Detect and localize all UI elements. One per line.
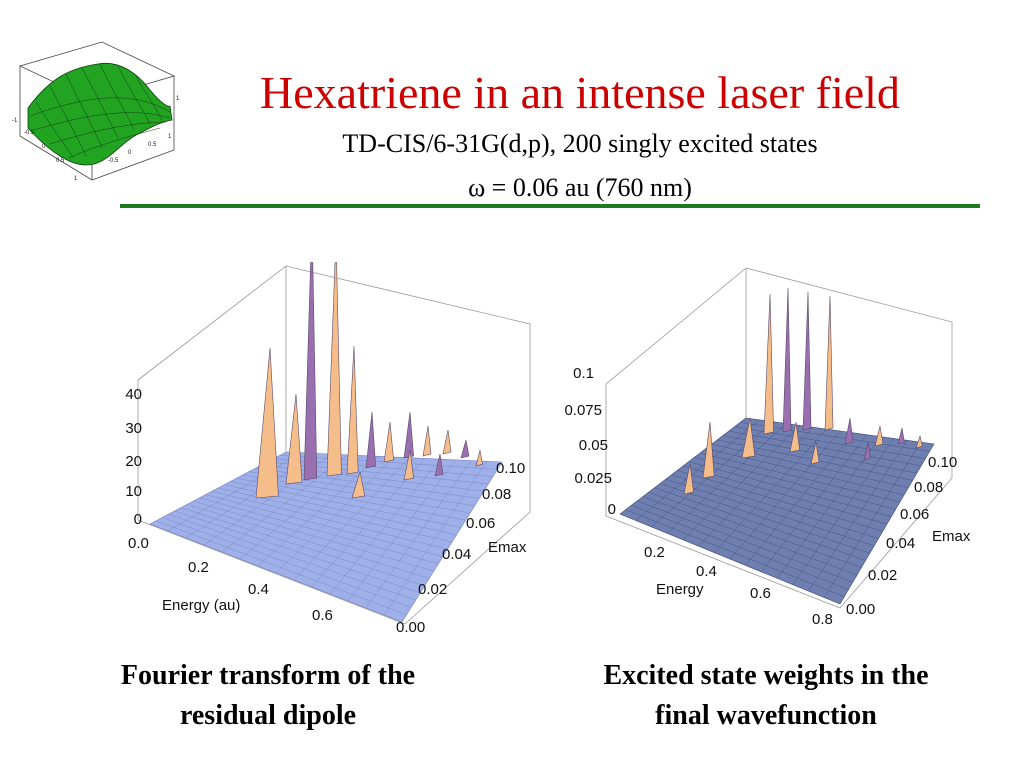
caption-line: Fourier transform of the [120, 660, 416, 691]
x-tick-label: 0.8 [812, 611, 833, 628]
excited-state-weights-surface-plot: 0.1 0.075 0.05 0.025 0 0.2 0.4 0.6 0.8 E… [564, 268, 971, 628]
surface-peak [789, 421, 800, 453]
y-tick-label: 0.00 [846, 601, 875, 618]
page-title: Hexatriene in an intense laser field [260, 67, 900, 118]
caption-line: Excited state weights in the [603, 660, 929, 691]
x-tick-label: 0.2 [188, 559, 209, 576]
plot-box [605, 268, 953, 609]
y-axis-label: Emax [932, 528, 971, 545]
surface-peak [810, 441, 820, 465]
surface-peak [475, 449, 483, 467]
surface-peak [782, 287, 792, 433]
logo-tick: 1 [74, 176, 78, 182]
x-tick-label: 0.6 [750, 585, 771, 602]
y-tick-label: 0.10 [496, 460, 525, 477]
surface-peak [434, 453, 444, 477]
z-tick-label: 0 [134, 511, 142, 528]
z-tick-label: 20 [125, 453, 142, 470]
surface-peak [683, 463, 694, 495]
surface-peak [346, 345, 359, 475]
logo-tick: -0.5 [24, 130, 35, 136]
surface-peak [915, 434, 923, 449]
surface-peak [403, 449, 414, 481]
y-tick-label: 0.04 [886, 535, 915, 552]
y-axis-label: Emax [488, 539, 527, 556]
logo-tick: 0 [128, 150, 132, 156]
x-tick-label: 0.2 [644, 544, 665, 561]
y-tick-label: 0.08 [482, 486, 511, 503]
plot-box [137, 265, 531, 625]
x-axis-label: Energy (au) [162, 597, 240, 614]
z-tick-label: 0.075 [564, 402, 602, 419]
title-divider [120, 204, 980, 208]
y-tick-label: 0.04 [442, 546, 471, 563]
surface-peak [285, 393, 303, 485]
y-tick-label: 0.06 [900, 506, 929, 523]
x-tick-label: 0.4 [696, 563, 717, 580]
surface-peak [403, 411, 414, 459]
y-tick-label: 0.00 [396, 619, 425, 636]
fourier-transform-surface-plot: 40 30 20 10 0 0.0 0.2 0.4 0.6 Energy (au… [125, 262, 531, 636]
y-tick-label: 0.08 [914, 479, 943, 496]
logo-tick: 0 [42, 144, 46, 150]
z-tick-label: 0.025 [574, 470, 612, 487]
logo-tick: 1 [176, 96, 180, 102]
page-subtitle-method: TD-CIS/6-31G(d,p), 200 singly excited st… [342, 129, 818, 158]
logo-tick: 0.5 [148, 142, 157, 148]
surface-peak [874, 425, 884, 447]
surface-peak [383, 421, 394, 463]
caption-fourier-transform: Fourier transform of the residual dipole [58, 656, 478, 736]
surface-peak [303, 262, 318, 481]
y-tick-label: 0.02 [418, 581, 447, 598]
surface-peak [702, 421, 715, 479]
surface-peak [802, 291, 812, 431]
z-tick-label: 0.05 [579, 437, 608, 454]
surface-peak [824, 295, 834, 431]
logo-tick: 1 [168, 134, 172, 140]
caption-excited-state-weights: Excited state weights in the final wavef… [556, 656, 976, 736]
caption-line: residual dipole [179, 700, 357, 731]
green-3d-surface-icon: -1 -0.5 0 0.5 1 1 0.5 0 -0.5 1 [12, 41, 180, 182]
z-tick-label: 10 [125, 483, 142, 500]
x-axis-label: Energy [656, 581, 704, 598]
surface-peak [863, 441, 871, 461]
logo-tick: -0.5 [108, 158, 119, 164]
surface-peak [255, 347, 279, 499]
z-tick-label: 40 [125, 386, 142, 403]
surface-peak [741, 417, 756, 459]
surface-peak [326, 262, 342, 477]
surface-peak [897, 427, 905, 445]
surface-floor [149, 451, 503, 623]
x-tick-label: 0.0 [128, 535, 149, 552]
page-subtitle-frequency: ω = 0.06 au (760 nm) [468, 173, 692, 202]
caption-line: final wavefunction [655, 700, 877, 731]
x-tick-label: 0.4 [248, 581, 269, 598]
surface-peak [365, 411, 376, 469]
surface-peak [844, 417, 854, 445]
surface-peak [442, 429, 452, 455]
logo-tick: 0.5 [56, 158, 65, 164]
z-tick-label: 30 [125, 420, 142, 437]
y-tick-label: 0.10 [928, 454, 957, 471]
surface-peak [763, 293, 774, 435]
z-tick-label: 0 [608, 501, 616, 518]
z-tick-label: 0.1 [573, 365, 594, 382]
surface-peak [422, 425, 432, 457]
y-tick-label: 0.02 [868, 567, 897, 584]
y-tick-label: 0.06 [466, 515, 495, 532]
x-tick-label: 0.6 [312, 607, 333, 624]
logo-tick: -1 [12, 118, 18, 124]
surface-peak [460, 439, 470, 459]
surface-peak [351, 471, 366, 499]
